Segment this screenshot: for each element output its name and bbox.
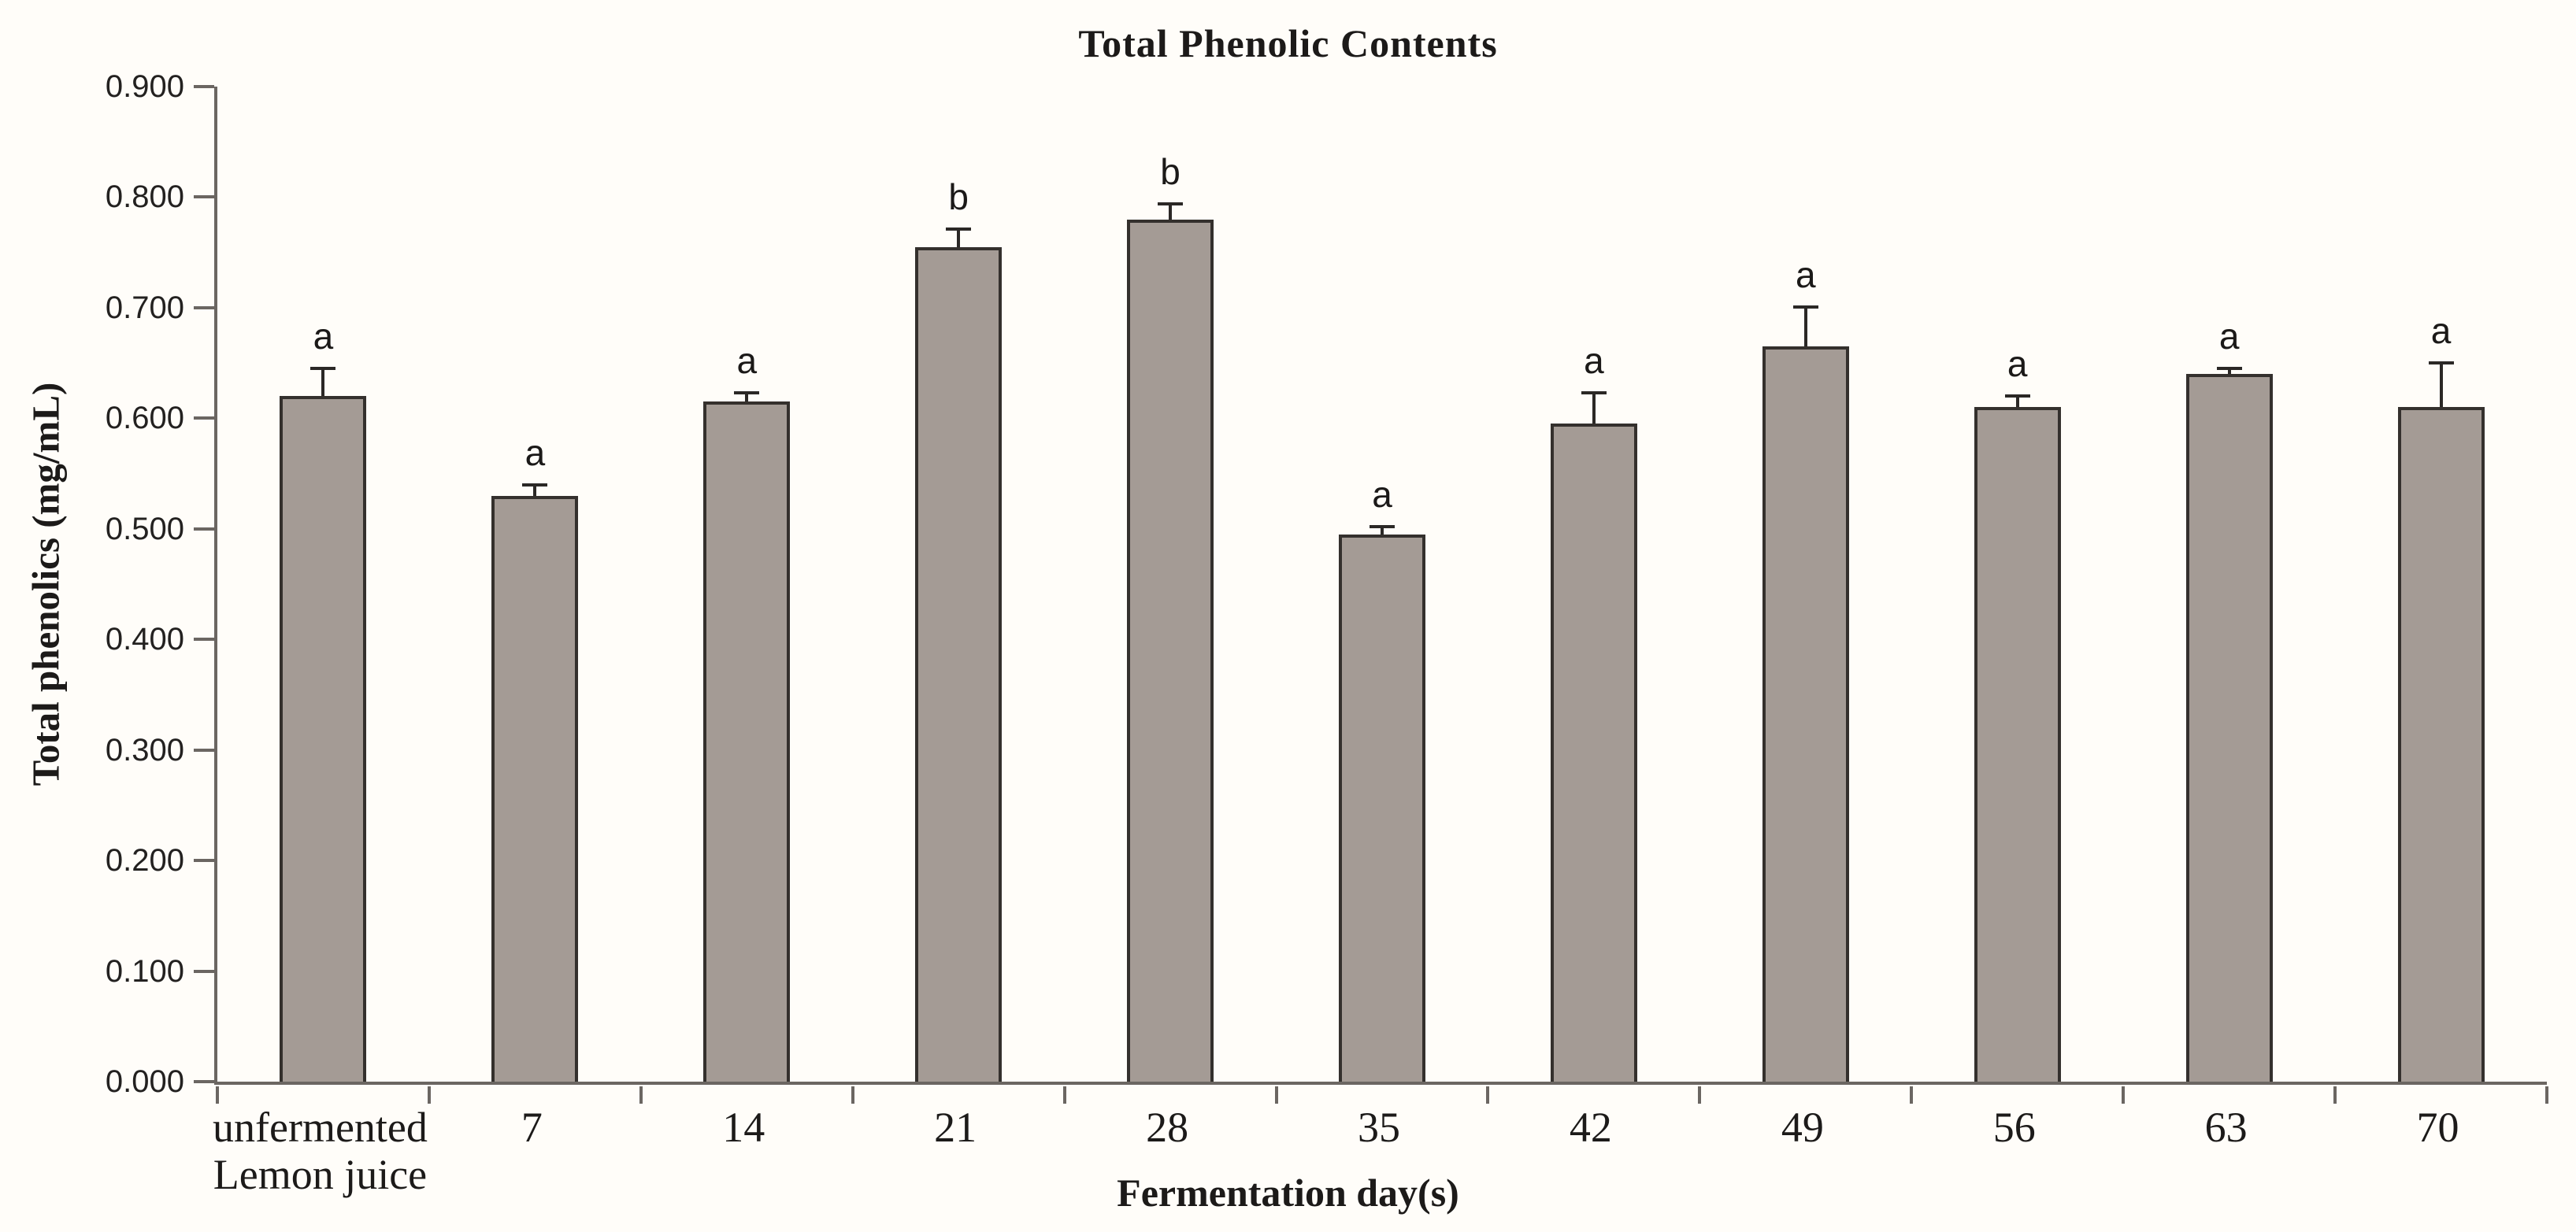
error-bar-cap [1792, 305, 1818, 309]
x-tick [2545, 1086, 2548, 1104]
y-tick-label: 0.600 [105, 401, 184, 436]
error-bar [2227, 368, 2231, 375]
y-tick-label: 0.500 [105, 511, 184, 546]
y-tick-label: 0.000 [105, 1064, 184, 1099]
significance-letter: a [524, 431, 546, 473]
error-bar [1592, 393, 1596, 424]
y-tick [194, 416, 214, 420]
x-category-label: 28 [1146, 1104, 1189, 1151]
error-bar-cap [310, 367, 336, 371]
x-category-labels: unfermented Lemon juice 7 14 21 28 35 42 49 56 63… [213, 1104, 2544, 1198]
y-tick [194, 85, 214, 88]
error-bar [1169, 203, 1173, 220]
significance-letter: a [313, 316, 334, 357]
bar [915, 246, 1003, 1082]
error-bar-cap [2004, 394, 2030, 398]
x-tick [2122, 1086, 2126, 1104]
x-tick [851, 1086, 854, 1104]
error-bar-cap [734, 391, 760, 395]
error-bar [957, 229, 961, 247]
significance-letter: a [1372, 473, 1392, 515]
bar [491, 495, 579, 1082]
x-tick [216, 1086, 219, 1104]
y-tick [194, 195, 214, 199]
bar [2185, 374, 2273, 1082]
x-category-label: 21 [934, 1104, 977, 1151]
error-bar-cap [522, 483, 548, 487]
x-tick [1274, 1086, 1278, 1104]
y-tick [194, 638, 214, 642]
y-axis-title: Total phenolics (mg/mL) [24, 382, 68, 786]
bar [280, 396, 367, 1082]
error-bar-cap [1158, 202, 1184, 205]
bar [1339, 534, 1425, 1082]
significance-letter: b [948, 176, 969, 218]
x-tick [1698, 1086, 1702, 1104]
y-tick-label: 0.200 [105, 843, 184, 879]
error-bar-cap [946, 228, 972, 231]
x-tick [2333, 1086, 2337, 1104]
error-bar [1803, 306, 1807, 347]
y-tick [194, 527, 214, 531]
error-bar-cap [2428, 361, 2454, 365]
x-category-label: 7 [521, 1104, 543, 1151]
bar [1550, 424, 1637, 1082]
bar [1762, 346, 1849, 1082]
x-category-label: 35 [1357, 1104, 1400, 1151]
error-bar-cap [2216, 367, 2242, 371]
x-category-label: 56 [1992, 1104, 2036, 1151]
significance-letter: a [1584, 340, 1604, 382]
x-category-label: unfermented Lemon juice [213, 1104, 428, 1199]
error-bar [533, 484, 537, 496]
significance-letter: a [736, 340, 758, 382]
significance-letter: a [2218, 316, 2240, 357]
error-bar-cap [1370, 524, 1395, 528]
error-bar [2439, 363, 2443, 408]
y-tick [194, 859, 214, 863]
y-tick-label: 0.300 [105, 732, 184, 768]
x-tick [1486, 1086, 1490, 1104]
y-tick [194, 305, 214, 309]
bar [1127, 219, 1214, 1082]
y-tick [194, 748, 214, 752]
y-tick-label: 0.100 [105, 953, 184, 989]
y-tick-label: 0.800 [105, 179, 184, 215]
bar [1974, 407, 2061, 1082]
bar [2397, 407, 2485, 1082]
x-category-label: 42 [1569, 1104, 1612, 1151]
bar [703, 401, 791, 1082]
y-tick-label: 0.700 [105, 290, 184, 325]
x-tick [427, 1086, 431, 1104]
chart-title: Total Phenolic Contents [1078, 21, 1498, 65]
error-bar [2015, 396, 2019, 408]
y-tick [194, 1080, 214, 1083]
error-bar [321, 368, 325, 397]
x-tick [639, 1086, 643, 1104]
significance-letter: a [2430, 310, 2452, 352]
error-bar [1381, 526, 1384, 535]
y-tick-label: 0.400 [105, 622, 184, 657]
x-tick [1062, 1086, 1066, 1104]
significance-letter: b [1160, 150, 1181, 192]
x-category-label: 14 [722, 1104, 765, 1151]
x-tick [1910, 1086, 1914, 1104]
plot-area: 0.000 0.100 0.200 0.300 0.400 0.500 0.600 0.700… [106, 71, 2548, 1104]
y-tick-label: 0.900 [105, 69, 184, 104]
error-bar [745, 393, 749, 402]
y-tick [194, 969, 214, 973]
significance-letter: a [1796, 253, 1816, 295]
x-axis-title: Fermentation day(s) [1117, 1171, 1459, 1215]
x-category-label: 49 [1781, 1104, 1824, 1151]
x-category-label: 63 [2204, 1104, 2248, 1151]
x-category-label: 70 [2416, 1104, 2459, 1151]
significance-letter: a [2007, 343, 2028, 385]
error-bar-cap [1581, 391, 1607, 395]
